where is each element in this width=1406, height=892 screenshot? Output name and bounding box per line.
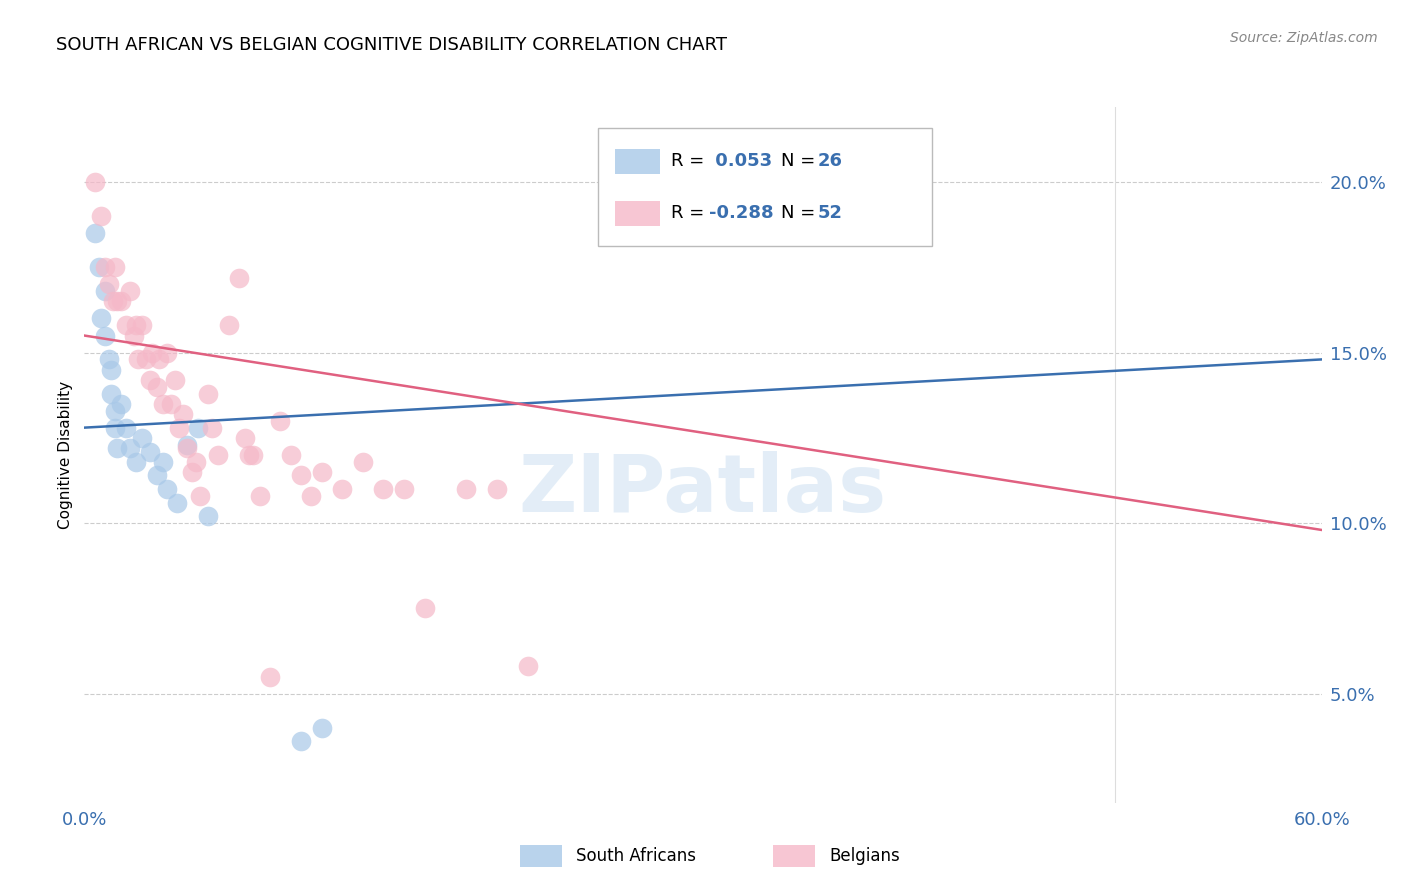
- Point: [114, 318, 136, 333]
- Point: [269, 414, 291, 428]
- Point: [249, 489, 271, 503]
- Point: [104, 260, 127, 275]
- Point: [184, 455, 207, 469]
- Text: Belgians: Belgians: [830, 847, 900, 865]
- Point: [98, 352, 121, 367]
- Point: [145, 468, 167, 483]
- Point: [156, 482, 179, 496]
- Point: [131, 318, 153, 333]
- Point: [188, 489, 211, 503]
- Point: [103, 294, 125, 309]
- Point: [280, 448, 302, 462]
- Point: [311, 465, 333, 479]
- Point: [187, 420, 209, 434]
- Point: [373, 482, 395, 496]
- Point: [172, 407, 194, 421]
- Point: [242, 448, 264, 462]
- Point: [139, 444, 162, 458]
- Point: [152, 455, 174, 469]
- Point: [197, 509, 219, 524]
- Point: [98, 277, 121, 292]
- Point: [105, 294, 128, 309]
- Point: [176, 441, 198, 455]
- Point: [127, 352, 149, 367]
- Text: SOUTH AFRICAN VS BELGIAN COGNITIVE DISABILITY CORRELATION CHART: SOUTH AFRICAN VS BELGIAN COGNITIVE DISAB…: [56, 36, 727, 54]
- Point: [118, 441, 141, 455]
- Point: [233, 431, 256, 445]
- Point: [125, 318, 148, 333]
- Point: [100, 386, 122, 401]
- Point: [228, 270, 250, 285]
- Point: [167, 420, 190, 434]
- Point: [94, 328, 117, 343]
- Text: 0.053: 0.053: [709, 152, 772, 170]
- Text: ZIPatlas: ZIPatlas: [519, 450, 887, 529]
- Point: [100, 362, 122, 376]
- Text: South Africans: South Africans: [576, 847, 696, 865]
- Text: R =: R =: [671, 204, 710, 222]
- Point: [180, 465, 202, 479]
- Point: [90, 311, 112, 326]
- Point: [352, 455, 374, 469]
- Point: [90, 209, 112, 223]
- Point: [83, 226, 105, 240]
- Point: [454, 482, 477, 496]
- Point: [290, 468, 312, 483]
- Point: [156, 345, 179, 359]
- Text: 52: 52: [817, 204, 842, 222]
- Point: [207, 448, 229, 462]
- Point: [104, 403, 127, 417]
- Point: [197, 386, 219, 401]
- Text: 26: 26: [817, 152, 842, 170]
- Text: R =: R =: [671, 152, 710, 170]
- Text: -0.288: -0.288: [709, 204, 773, 222]
- Point: [392, 482, 415, 496]
- Point: [330, 482, 353, 496]
- Point: [87, 260, 110, 275]
- Point: [148, 352, 170, 367]
- Point: [122, 328, 145, 343]
- Point: [160, 397, 183, 411]
- Text: Source: ZipAtlas.com: Source: ZipAtlas.com: [1230, 31, 1378, 45]
- Point: [135, 352, 157, 367]
- Point: [516, 659, 538, 673]
- Point: [165, 373, 187, 387]
- Point: [311, 721, 333, 735]
- Point: [413, 601, 436, 615]
- Point: [166, 496, 188, 510]
- Point: [114, 420, 136, 434]
- Point: [485, 482, 508, 496]
- Point: [299, 489, 322, 503]
- Point: [110, 294, 132, 309]
- Point: [83, 175, 105, 189]
- Point: [110, 397, 132, 411]
- Y-axis label: Cognitive Disability: Cognitive Disability: [58, 381, 73, 529]
- Point: [131, 431, 153, 445]
- Point: [145, 380, 167, 394]
- Point: [125, 455, 148, 469]
- Point: [152, 397, 174, 411]
- Point: [238, 448, 260, 462]
- Point: [105, 441, 128, 455]
- Point: [94, 284, 117, 298]
- Point: [201, 420, 224, 434]
- Text: N =: N =: [780, 152, 821, 170]
- Point: [176, 438, 198, 452]
- Point: [290, 734, 312, 748]
- Point: [104, 420, 127, 434]
- Point: [141, 345, 163, 359]
- Point: [259, 670, 281, 684]
- Point: [118, 284, 141, 298]
- Point: [94, 260, 117, 275]
- Point: [218, 318, 240, 333]
- Point: [139, 373, 162, 387]
- Text: N =: N =: [780, 204, 821, 222]
